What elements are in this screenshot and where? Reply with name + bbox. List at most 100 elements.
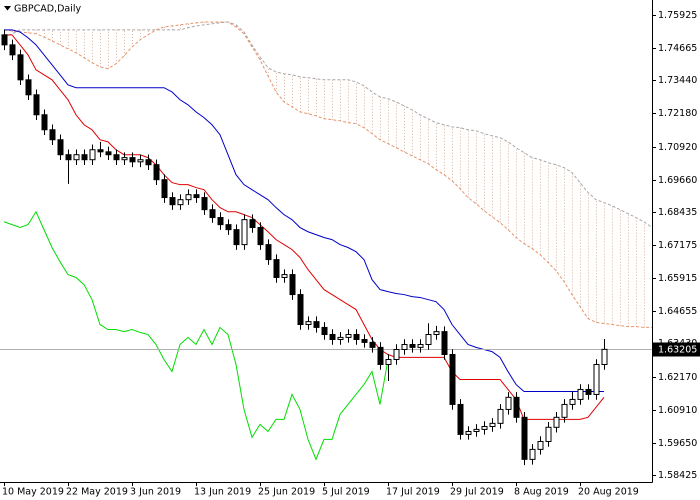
x-tick-label: 22 May 2019 bbox=[66, 487, 128, 498]
candle-body bbox=[593, 363, 600, 395]
candle-body bbox=[521, 416, 528, 460]
x-tick-label: 20 Aug 2019 bbox=[578, 487, 639, 498]
candle-body bbox=[41, 114, 48, 131]
candle-body bbox=[401, 343, 408, 350]
y-tick-label: 1.73440 bbox=[658, 75, 697, 86]
span-a-line bbox=[3, 21, 652, 328]
candle-body bbox=[137, 159, 144, 163]
candle-body bbox=[561, 403, 568, 418]
candle-body bbox=[89, 149, 96, 161]
candle-body bbox=[473, 428, 480, 433]
candle-body bbox=[169, 197, 176, 206]
candle-body bbox=[185, 194, 192, 201]
candle-body bbox=[97, 149, 104, 153]
y-tick-label: 1.69660 bbox=[658, 175, 697, 186]
candle-body bbox=[289, 274, 296, 296]
candle-body bbox=[409, 343, 416, 348]
x-tick-label: 25 Jun 2019 bbox=[258, 487, 315, 498]
candle-body bbox=[201, 197, 208, 211]
candle-body bbox=[145, 159, 152, 166]
candle-body bbox=[305, 321, 312, 326]
candle-body bbox=[281, 274, 288, 278]
candle-body bbox=[1, 34, 8, 46]
x-tick-label: 29 Jul 2019 bbox=[450, 487, 504, 498]
candle-body bbox=[569, 398, 576, 405]
candle-body bbox=[441, 331, 448, 355]
candle-body bbox=[25, 79, 32, 96]
candle-body bbox=[497, 408, 504, 424]
candle-body bbox=[33, 94, 40, 116]
x-tick-label: 8 Aug 2019 bbox=[514, 487, 569, 498]
candle-body bbox=[193, 194, 200, 199]
candle-body bbox=[73, 154, 80, 161]
candle-body bbox=[361, 339, 368, 343]
candle-body bbox=[321, 326, 328, 336]
candle-body bbox=[537, 440, 544, 450]
candle-body bbox=[113, 154, 120, 161]
current-price-label: 1.63205 bbox=[658, 345, 697, 356]
candle-body bbox=[417, 343, 424, 348]
x-tick-label: 5 Jul 2019 bbox=[322, 487, 370, 498]
candle-body bbox=[225, 224, 232, 231]
candle-body bbox=[601, 348, 608, 365]
candle-body bbox=[433, 331, 440, 336]
candle-body bbox=[209, 209, 216, 219]
candle-body bbox=[505, 396, 512, 410]
x-tick-label: 17 Jul 2019 bbox=[386, 487, 440, 498]
candle-body bbox=[481, 426, 488, 430]
x-tick-label: 3 Jun 2019 bbox=[130, 487, 181, 498]
candle-body bbox=[249, 219, 256, 229]
candle-body bbox=[529, 448, 536, 460]
candle-body bbox=[161, 179, 168, 199]
y-tick-label: 1.64655 bbox=[658, 306, 697, 317]
y-tick-label: 1.70920 bbox=[658, 142, 697, 153]
y-tick-label: 1.75925 bbox=[658, 10, 697, 21]
candle-body bbox=[465, 431, 472, 435]
candle-body bbox=[297, 294, 304, 326]
candle-body bbox=[345, 334, 352, 338]
y-tick-label: 1.67175 bbox=[658, 240, 697, 251]
candle-body bbox=[129, 157, 136, 163]
candle-body bbox=[81, 154, 88, 161]
x-tick-label: 13 Jun 2019 bbox=[194, 487, 251, 498]
candle-body bbox=[17, 54, 24, 81]
candle-body bbox=[153, 164, 160, 181]
y-tick-label: 1.72180 bbox=[658, 108, 697, 119]
candle-body bbox=[513, 396, 520, 418]
y-tick-label: 1.68435 bbox=[658, 207, 697, 218]
candle-body bbox=[57, 139, 64, 156]
candle-body bbox=[9, 44, 16, 56]
current-price-badge bbox=[653, 342, 700, 357]
y-tick-label: 1.59650 bbox=[658, 438, 697, 449]
candle-body bbox=[425, 334, 432, 345]
candle-body bbox=[577, 388, 584, 400]
span-b-line bbox=[3, 21, 652, 228]
chikou-line bbox=[3, 210, 389, 461]
candle-body bbox=[457, 403, 464, 435]
candle-body bbox=[369, 341, 376, 348]
y-tick-label: 1.62170 bbox=[658, 372, 697, 383]
candle-body bbox=[585, 388, 592, 395]
candle-body bbox=[257, 227, 264, 246]
y-tick-label: 1.60910 bbox=[658, 405, 697, 416]
candle-body bbox=[489, 422, 496, 428]
candle-body bbox=[265, 244, 272, 261]
candle-body bbox=[329, 334, 336, 341]
y-tick-label: 1.65915 bbox=[658, 273, 697, 284]
y-tick-label: 1.74665 bbox=[658, 43, 697, 54]
candle-body bbox=[545, 426, 552, 442]
x-tick-label: 10 May 2019 bbox=[2, 487, 64, 498]
candle-body bbox=[105, 151, 112, 156]
candle-body bbox=[121, 157, 128, 161]
plot-area bbox=[0, 21, 652, 466]
menu-icon[interactable] bbox=[4, 6, 11, 11]
candle-body bbox=[449, 353, 456, 405]
candle-body bbox=[177, 199, 184, 206]
candle-body bbox=[393, 348, 400, 360]
y-tick-label: 1.58425 bbox=[658, 470, 697, 481]
candle-body bbox=[233, 229, 240, 246]
candle-body bbox=[353, 334, 360, 341]
candle-body bbox=[385, 358, 392, 365]
candle-body bbox=[65, 154, 72, 161]
